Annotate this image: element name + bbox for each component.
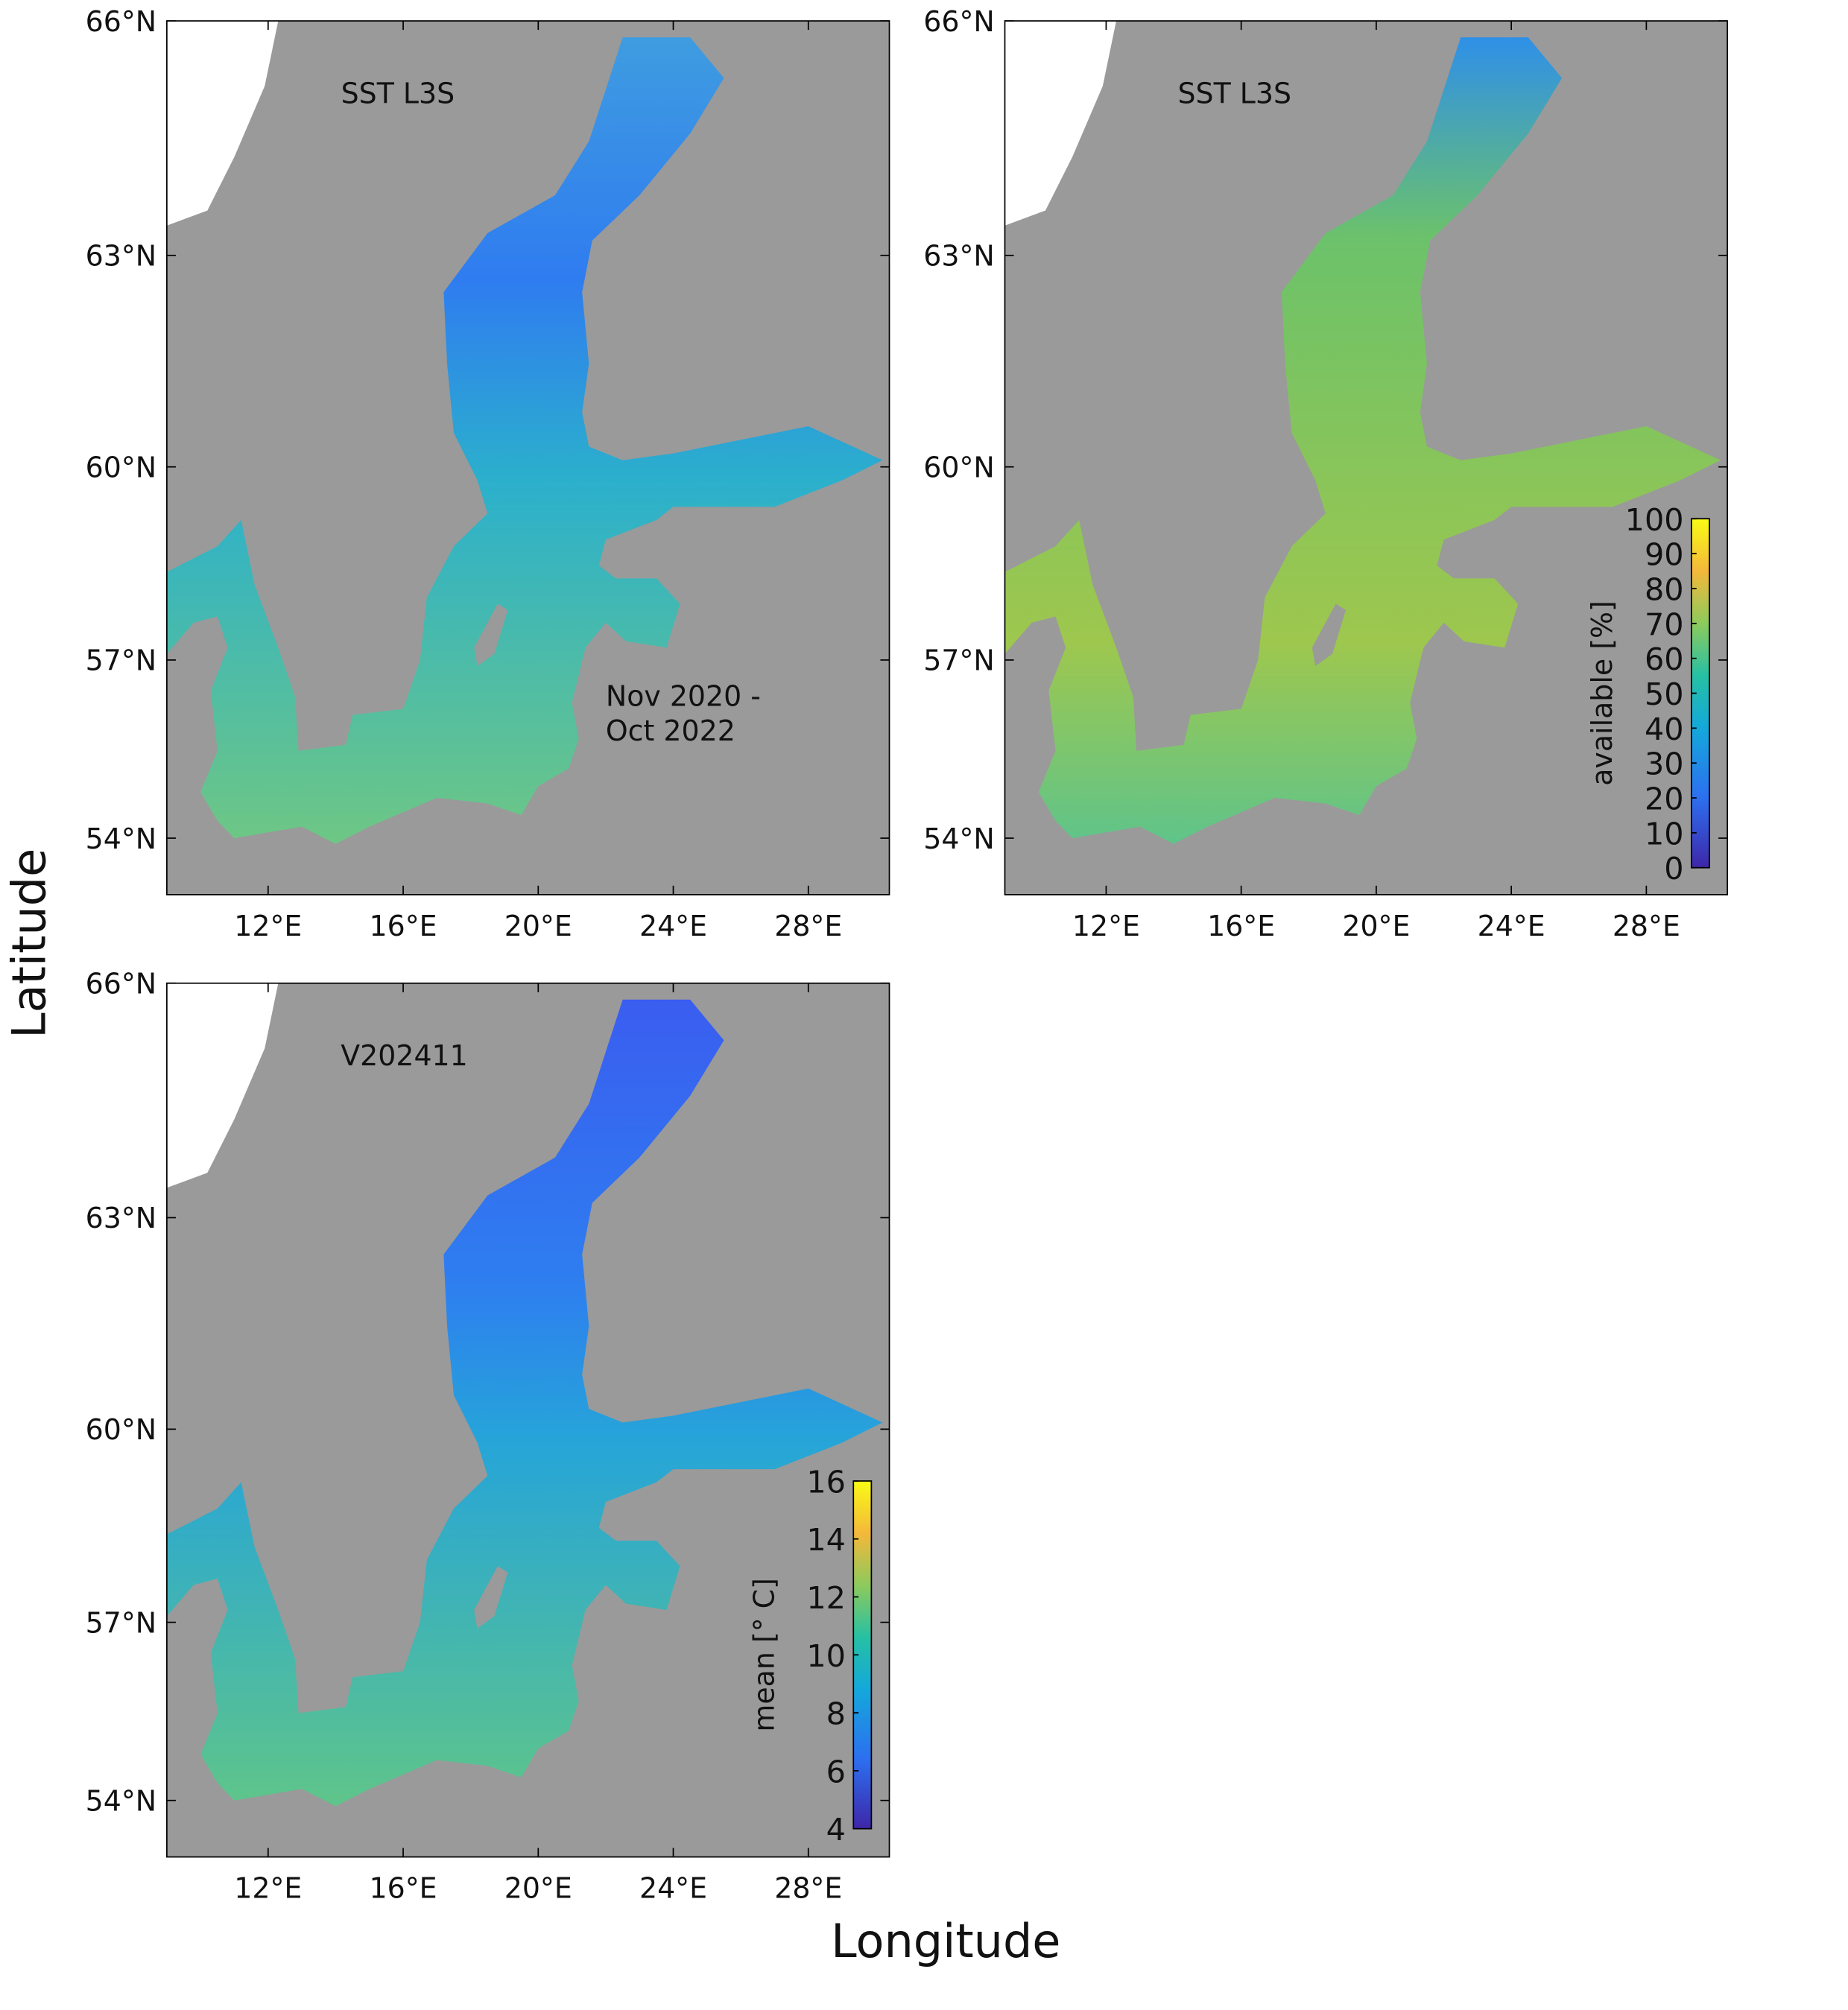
y-tick-label: 60°N bbox=[86, 1413, 156, 1446]
y-tick-label: 63°N bbox=[86, 240, 156, 273]
colorbar-label: available [%] bbox=[1586, 600, 1618, 786]
annotation: SST L3S bbox=[1178, 77, 1292, 110]
island bbox=[474, 603, 508, 667]
axes-frame bbox=[1004, 20, 1728, 895]
colorbar-tick-label: 70 bbox=[1645, 606, 1684, 642]
annotation: SST L3S bbox=[341, 77, 455, 110]
y-tick-label: 57°N bbox=[86, 1606, 156, 1639]
x-tick-label: 24°E bbox=[639, 910, 707, 942]
outside-domain bbox=[166, 983, 279, 1188]
outside-domain bbox=[166, 21, 279, 226]
colorbar-tick-label: 14 bbox=[806, 1522, 846, 1558]
y-tick-label: 60°N bbox=[86, 451, 156, 484]
x-tick-label: 20°E bbox=[504, 910, 572, 942]
colorbar-tick-label: 20 bbox=[1645, 782, 1684, 817]
x-tick-label: 24°E bbox=[1478, 910, 1545, 942]
y-tick-label: 54°N bbox=[923, 822, 994, 855]
colorbar-tick-label: 50 bbox=[1645, 676, 1684, 712]
x-tick-label: 28°E bbox=[774, 910, 842, 942]
colorbar-tick-label: 0 bbox=[1664, 851, 1683, 887]
sea bbox=[1004, 37, 1721, 844]
y-tick-label: 57°N bbox=[86, 644, 156, 677]
colorbar-tick-label: 6 bbox=[826, 1754, 846, 1789]
x-tick-label: 24°E bbox=[639, 1872, 707, 1905]
x-tick-label: 20°E bbox=[1342, 910, 1410, 942]
annotation: Oct 2022 bbox=[606, 714, 735, 747]
map-panel: 12°E 16°E 20°E 24°E 28°E 54°N 57°N 60°N 63°N 66°N… bbox=[86, 5, 890, 942]
colorbar-tick-label: 30 bbox=[1645, 746, 1684, 782]
colorbar-tick-label: 10 bbox=[806, 1638, 846, 1674]
colorbar-label: mean [° C] bbox=[747, 1578, 780, 1731]
colorbar-tick-label: 90 bbox=[1645, 537, 1684, 573]
colorbar-tick-label: 16 bbox=[806, 1464, 846, 1500]
y-tick-label: 66°N bbox=[86, 967, 156, 1000]
y-tick-label: 54°N bbox=[86, 1784, 156, 1817]
outside-domain bbox=[1004, 21, 1116, 226]
colorbar-tick-label: 100 bbox=[1625, 502, 1684, 538]
map-panel: 12°E 16°E 20°E 24°E 28°E 54°N 57°N 60°N 63°N 66°N… bbox=[923, 5, 1728, 942]
map-panel: 12°E 16°E 20°E 24°E 28°E 54°N 57°N 60°N 63°N 66°N… bbox=[86, 967, 890, 1905]
annotation: V202411 bbox=[341, 1039, 468, 1072]
colorbar-tick-label: 12 bbox=[806, 1580, 846, 1616]
x-tick-label: 20°E bbox=[504, 1872, 572, 1905]
x-tick-label: 12°E bbox=[234, 1872, 302, 1905]
colorbar-tick-label: 8 bbox=[826, 1696, 846, 1732]
sea bbox=[166, 999, 883, 1807]
colorbar-tick-label: 4 bbox=[826, 1812, 846, 1848]
y-tick-label: 63°N bbox=[86, 1202, 156, 1234]
x-tick-label: 28°E bbox=[1613, 910, 1680, 942]
colorbar-tick-label: 40 bbox=[1645, 711, 1684, 747]
y-tick-label: 63°N bbox=[923, 240, 994, 273]
annotation: Nov 2020 - bbox=[606, 680, 761, 713]
y-tick-label: 54°N bbox=[86, 822, 156, 855]
x-tick-label: 28°E bbox=[774, 1872, 842, 1905]
y-axis-label: Latitude bbox=[1, 849, 56, 1039]
x-tick-label: 16°E bbox=[370, 910, 437, 942]
axes-frame bbox=[166, 20, 890, 895]
y-tick-label: 66°N bbox=[86, 5, 156, 38]
y-tick-label: 60°N bbox=[923, 451, 994, 484]
y-tick-label: 57°N bbox=[923, 644, 994, 677]
axes-frame bbox=[166, 982, 890, 1858]
x-tick-label: 12°E bbox=[1072, 910, 1140, 942]
island bbox=[474, 1566, 508, 1629]
y-tick-label: 66°N bbox=[923, 5, 994, 38]
x-tick-label: 12°E bbox=[234, 910, 302, 942]
colorbar-tick-label: 80 bbox=[1645, 571, 1684, 607]
island bbox=[1311, 603, 1347, 667]
x-tick-label: 16°E bbox=[370, 1872, 437, 1905]
colorbar-tick-label: 10 bbox=[1645, 816, 1684, 852]
x-axis-label: Longitude bbox=[831, 1914, 1060, 1968]
sea bbox=[166, 37, 883, 844]
x-tick-label: 16°E bbox=[1207, 910, 1275, 942]
colorbar-tick-label: 60 bbox=[1645, 641, 1684, 677]
